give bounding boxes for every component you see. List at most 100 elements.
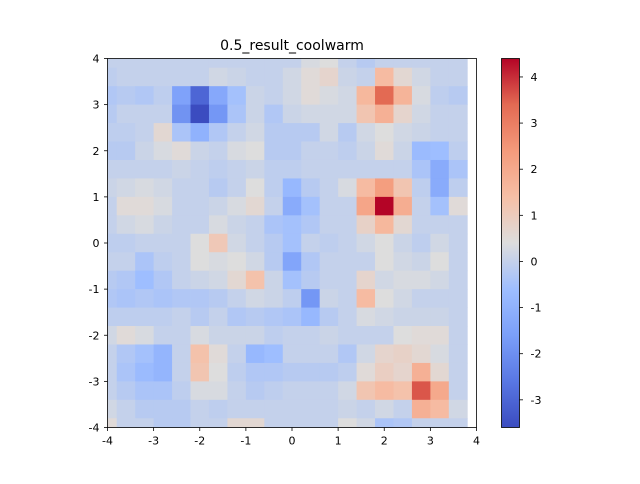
- heatmap-cell: [172, 123, 191, 142]
- heatmap-cell: [393, 215, 413, 235]
- heatmap-cell: [301, 123, 321, 142]
- heatmap-cell: [448, 399, 468, 419]
- heatmap-cell: [190, 123, 210, 142]
- x-tick-label: -1: [240, 435, 251, 448]
- heatmap-cell: [208, 178, 228, 198]
- heatmap-cell: [135, 399, 155, 419]
- heatmap-cell: [264, 270, 284, 290]
- heatmap-cell: [245, 67, 265, 87]
- heatmap-cell: [227, 362, 247, 382]
- heatmap-cell: [245, 252, 265, 272]
- heatmap-cell: [264, 196, 284, 216]
- heatmap-cell: [448, 86, 468, 106]
- heatmap-cell: [356, 252, 376, 272]
- heatmap-cell: [375, 58, 394, 69]
- heatmap-cell: [172, 104, 191, 124]
- heatmap-cell: [282, 326, 302, 345]
- heatmap-cell: [190, 159, 210, 179]
- heatmap-cell: [356, 362, 376, 382]
- heatmap-cell: [301, 215, 321, 235]
- heatmap-cell: [264, 178, 284, 198]
- heatmap-cell: [153, 196, 173, 216]
- heatmap-cell: [301, 307, 321, 327]
- heatmap-cell: [208, 252, 228, 272]
- y-tick-label: 0: [93, 237, 100, 250]
- heatmap-cell: [411, 86, 431, 106]
- heatmap-cell: [116, 123, 136, 142]
- heatmap-cell: [264, 86, 284, 106]
- heatmap-cell: [430, 381, 450, 401]
- heatmap-cell: [135, 104, 155, 124]
- heatmap-cell: [153, 159, 173, 179]
- heatmap-cell: [375, 233, 394, 253]
- heatmap-cell: [227, 307, 247, 327]
- heatmap-cell: [153, 307, 173, 327]
- colorbar-ticks: 4 3 2 1 0 -1 -2 -3: [519, 71, 542, 407]
- y-tick-label: 2: [93, 145, 100, 158]
- heatmap-cell: [264, 67, 284, 87]
- heatmap-cell: [245, 307, 265, 327]
- heatmap-cell: [245, 123, 265, 142]
- colorbar-tick-label: -2: [531, 348, 542, 361]
- heatmap-cell: [208, 215, 228, 235]
- heatmap-cell: [282, 344, 302, 364]
- heatmap-cell: [356, 178, 376, 198]
- heatmap-cell: [393, 399, 413, 419]
- heatmap-cell: [338, 381, 357, 401]
- heatmap-cell: [116, 67, 136, 87]
- heatmap-cell: [430, 86, 450, 106]
- heatmap-cell: [208, 381, 228, 401]
- colorbar-tick-label: -1: [531, 302, 542, 315]
- heatmap-cell: [448, 196, 468, 216]
- heatmap-cell: [356, 67, 376, 87]
- heatmap-cell: [107, 270, 118, 290]
- heatmap-cell: [393, 159, 413, 179]
- heatmap-cell: [116, 252, 136, 272]
- heatmap-cell: [393, 307, 413, 327]
- heatmap-cell: [338, 178, 357, 198]
- heatmap-cell: [448, 141, 468, 161]
- heatmap-cell: [264, 58, 284, 69]
- heatmap-cell: [172, 362, 191, 382]
- heatmap-cell: [208, 141, 228, 161]
- heatmap-cell: [116, 381, 136, 401]
- heatmap-cell: [107, 215, 118, 235]
- heatmap-cell: [116, 178, 136, 198]
- heatmap-cell: [448, 381, 468, 401]
- heatmap-cell: [135, 123, 155, 142]
- heatmap-cell: [393, 270, 413, 290]
- heatmap-cell: [375, 307, 394, 327]
- heatmap-cell: [153, 252, 173, 272]
- heatmap-cell: [190, 326, 210, 345]
- heatmap-cell: [411, 418, 431, 428]
- heatmap-cell: [356, 307, 376, 327]
- heatmap-cell: [245, 233, 265, 253]
- heatmap-cell: [264, 418, 284, 428]
- heatmap-cell: [208, 289, 228, 308]
- heatmap-cell: [338, 58, 357, 69]
- heatmap-cell: [190, 178, 210, 198]
- heatmap-cell: [338, 123, 357, 142]
- heatmap-cell: [135, 326, 155, 345]
- heatmap-cell: [227, 86, 247, 106]
- heatmap-cell: [393, 58, 413, 69]
- heatmap-cell: [375, 418, 394, 428]
- heatmap-cell: [375, 178, 394, 198]
- heatmap-cell: [393, 362, 413, 382]
- heatmap-cell: [282, 307, 302, 327]
- heatmap-cell: [153, 289, 173, 308]
- colorbar: 4 3 2 1 0 -1 -2 -3: [501, 58, 542, 428]
- heatmap-cell: [107, 233, 118, 253]
- heatmap-cell: [245, 326, 265, 345]
- heatmap-cell: [264, 215, 284, 235]
- heatmap-cell: [356, 418, 376, 428]
- heatmap-cell: [245, 58, 265, 69]
- heatmap-cell: [301, 381, 321, 401]
- heatmap-cell: [107, 123, 118, 142]
- heatmap-cell: [301, 362, 321, 382]
- heatmap-cell: [227, 233, 247, 253]
- heatmap-cell: [172, 196, 191, 216]
- heatmap-cell: [448, 270, 468, 290]
- heatmap-cell: [116, 344, 136, 364]
- heatmap-cell: [107, 399, 118, 419]
